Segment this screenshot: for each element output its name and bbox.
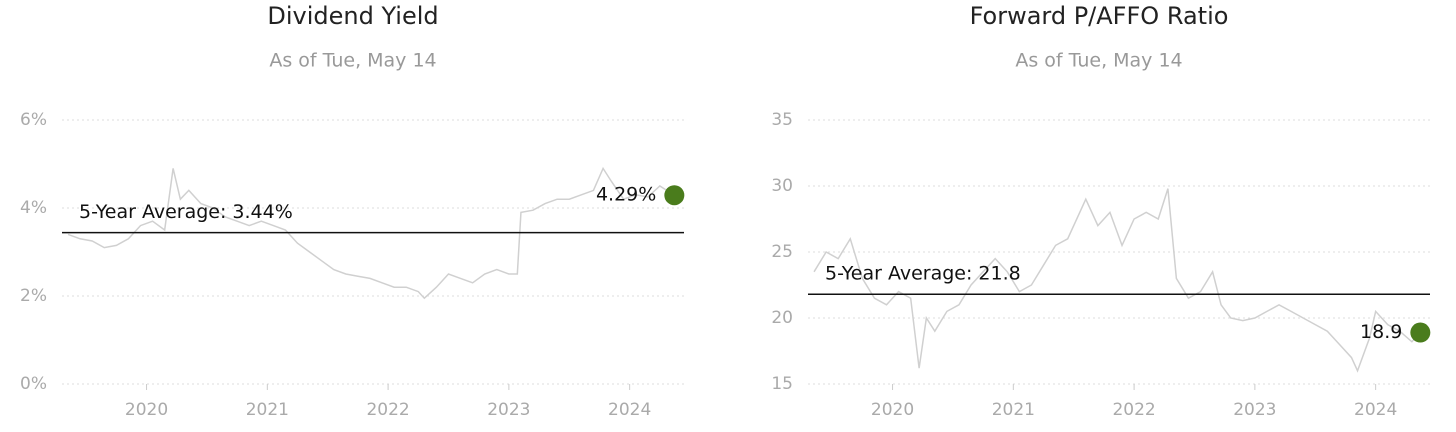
average-label: 5-Year Average: 21.8 — [825, 263, 1021, 285]
y-tick-label: 15 — [771, 374, 793, 394]
current-dot — [664, 185, 685, 206]
current-label: 4.29% — [596, 184, 656, 206]
current-label: 18.9 — [1360, 321, 1402, 343]
x-tick-label: 2022 — [366, 400, 409, 420]
y-tick-label: 30 — [771, 176, 793, 196]
x-tick-label: 2023 — [1233, 400, 1276, 420]
x-tick-label: 2020 — [871, 400, 914, 420]
y-tick-label: 25 — [771, 242, 793, 262]
y-tick-label: 0% — [20, 374, 47, 394]
x-tick-label: 2024 — [1354, 400, 1397, 420]
y-tick-label: 6% — [20, 110, 47, 130]
y-tick-label: 2% — [20, 286, 47, 306]
y-tick-label: 35 — [771, 110, 793, 130]
x-tick-label: 2022 — [1112, 400, 1155, 420]
data-line — [813, 188, 1421, 373]
y-tick-label: 20 — [771, 308, 793, 328]
x-tick-label: 2024 — [608, 400, 651, 420]
y-tick-label: 4% — [20, 198, 47, 218]
x-tick-label: 2023 — [487, 400, 530, 420]
chart-subtitle: As of Tue, May 14 — [269, 50, 436, 72]
x-tick-label: 2020 — [125, 400, 168, 420]
chart-subtitle: As of Tue, May 14 — [1015, 50, 1182, 72]
x-tick-label: 2021 — [992, 400, 1035, 420]
current-dot — [1410, 322, 1431, 343]
x-tick-label: 2021 — [246, 400, 289, 420]
average-label: 5-Year Average: 3.44% — [79, 201, 293, 223]
data-line — [67, 166, 675, 300]
chart-title: Forward P/AFFO Ratio — [970, 2, 1229, 30]
chart-title: Dividend Yield — [267, 2, 438, 30]
